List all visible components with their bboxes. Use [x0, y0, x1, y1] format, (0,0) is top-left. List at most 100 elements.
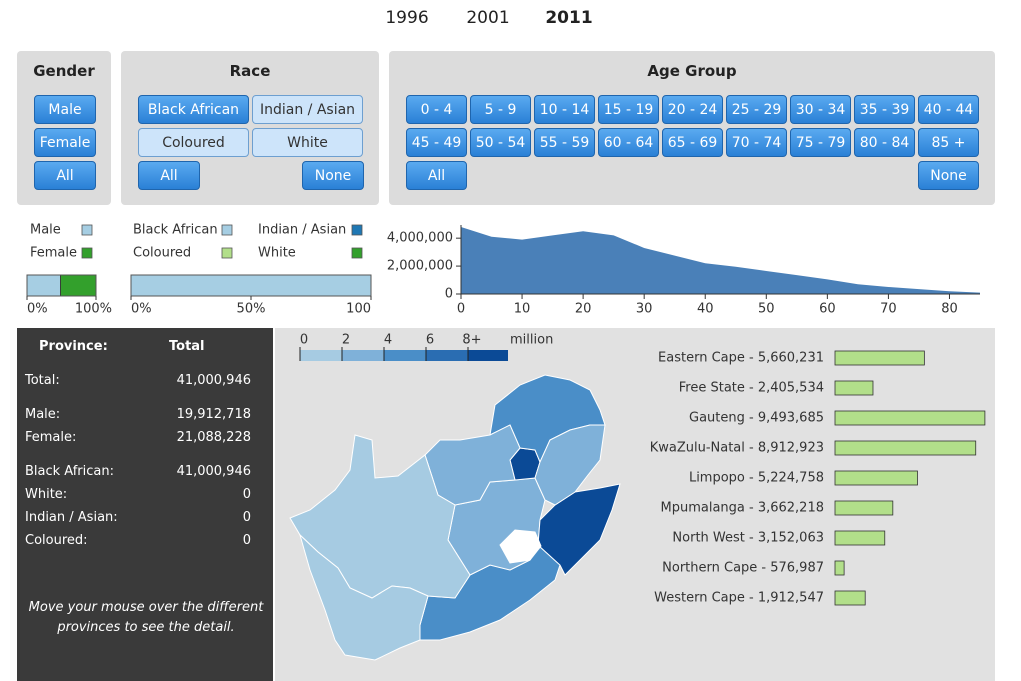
filter-button[interactable]: 5 - 9: [470, 95, 531, 124]
filter-button[interactable]: 80 - 84: [854, 128, 915, 157]
filter-button[interactable]: None: [918, 161, 979, 190]
legend-label: Female: [30, 246, 77, 261]
filter-button[interactable]: All: [138, 161, 200, 190]
filter-title: Gender: [33, 62, 95, 80]
filter-button[interactable]: 50 - 54: [470, 128, 531, 157]
summary-note: Move your mouse over the different provi…: [28, 600, 264, 635]
filter-button[interactable]: All: [34, 161, 96, 190]
filter-button[interactable]: 40 - 44: [918, 95, 979, 124]
summary-value: 0: [242, 533, 251, 548]
filter-button[interactable]: Male: [34, 95, 96, 124]
bar: [834, 440, 977, 456]
summary-value: 41,000,946: [176, 464, 251, 479]
summary-label: Total:: [25, 373, 60, 388]
bar-segment: [60, 274, 97, 297]
x-tick-label: 10: [514, 302, 531, 317]
scale-swatch: [468, 350, 508, 361]
province-label: Limpopo - 5,224,758: [689, 471, 824, 486]
scale-swatch: [300, 350, 342, 361]
filter-button[interactable]: 60 - 64: [598, 128, 659, 157]
province-shape[interactable]: [299, 533, 429, 661]
province-label: Western Cape - 1,912,547: [654, 591, 824, 606]
filter-button[interactable]: 65 - 69: [662, 128, 723, 157]
filter-button[interactable]: 45 - 49: [406, 128, 467, 157]
scale-label: 2: [342, 333, 350, 348]
legend-label: Indian / Asian: [258, 223, 346, 238]
filter-button[interactable]: Indian / Asian: [252, 95, 363, 124]
filter-button[interactable]: 35 - 39: [854, 95, 915, 124]
scale-label: 0: [300, 333, 308, 348]
legend-label: Male: [30, 223, 61, 238]
province-shape[interactable]: [537, 483, 621, 576]
x-tick-label: 70: [880, 302, 897, 317]
filter-button[interactable]: White: [252, 128, 363, 157]
filter-title: Race: [229, 62, 271, 80]
legend-label: Coloured: [133, 246, 191, 261]
legend-swatch: [221, 247, 233, 259]
summary-value: 21,088,228: [176, 430, 251, 445]
scale-label: 4: [384, 333, 392, 348]
bar-segment: [26, 274, 61, 297]
year-tab[interactable]: 2001: [466, 8, 510, 28]
legend-swatch: [81, 224, 93, 236]
legend-swatch: [221, 224, 233, 236]
bar: [834, 530, 886, 546]
bar-outline: [26, 274, 97, 297]
y-tick-label: 0: [445, 287, 453, 302]
x-tick-label: 100: [346, 302, 371, 317]
x-tick-label: 100%: [75, 302, 112, 317]
filter-button[interactable]: Coloured: [138, 128, 249, 157]
summary-panel: Province: Total Total: 41,000,946 Male: 19,91…: [17, 328, 273, 681]
scale-unit: million: [510, 333, 553, 348]
bar: [834, 350, 925, 366]
y-tick-label: 4,000,000: [387, 231, 453, 246]
legend-label: White: [258, 246, 296, 261]
filter-button[interactable]: None: [302, 161, 364, 190]
filter-button[interactable]: 0 - 4: [406, 95, 467, 124]
legend-label: Black African: [133, 223, 218, 238]
x-tick-label: 60: [819, 302, 836, 317]
filter-button[interactable]: 15 - 19: [598, 95, 659, 124]
year-tab[interactable]: 1996: [385, 8, 429, 28]
x-tick-label: 0%: [27, 302, 48, 317]
bar: [834, 500, 894, 516]
scale-swatch: [426, 350, 468, 361]
x-tick-label: 20: [575, 302, 592, 317]
summary-header: Total: [169, 339, 205, 354]
filter-button[interactable]: 25 - 29: [726, 95, 787, 124]
age-area: [461, 227, 980, 294]
summary-label: Male:: [25, 407, 61, 422]
lesotho: [499, 529, 542, 564]
scale-label: 6: [426, 333, 434, 348]
x-tick-label: 30: [636, 302, 653, 317]
filter-title: Age Group: [647, 62, 737, 80]
filter-button[interactable]: 20 - 24: [662, 95, 723, 124]
province-label: North West - 3,152,063: [672, 531, 824, 546]
filter-button[interactable]: 85 +: [918, 128, 979, 157]
x-tick-label: 50: [758, 302, 775, 317]
summary-value: 41,000,946: [176, 373, 251, 388]
filter-button[interactable]: Female: [34, 128, 96, 157]
filter-button[interactable]: 70 - 74: [726, 128, 787, 157]
province-label: Northern Cape - 576,987: [662, 561, 824, 576]
filter-button[interactable]: All: [406, 161, 467, 190]
filter-button[interactable]: 55 - 59: [534, 128, 595, 157]
summary-label: Coloured:: [25, 533, 88, 548]
scale-swatch: [342, 350, 384, 361]
legend-swatch: [351, 224, 363, 236]
year-tab[interactable]: 2011: [545, 8, 593, 28]
filter-button[interactable]: 75 - 79: [790, 128, 851, 157]
scale-swatch: [384, 350, 426, 361]
province-shape[interactable]: [534, 424, 606, 506]
filter-button[interactable]: 10 - 14: [534, 95, 595, 124]
summary-value: 0: [242, 487, 251, 502]
legend-swatch: [351, 247, 363, 259]
filter-button[interactable]: 30 - 34: [790, 95, 851, 124]
summary-label: Female:: [25, 430, 77, 445]
province-label: Eastern Cape - 5,660,231: [658, 351, 824, 366]
summary-value: 19,912,718: [176, 407, 251, 422]
x-tick-label: 40: [697, 302, 714, 317]
filter-button[interactable]: Black African: [138, 95, 249, 124]
province-label: Mpumalanga - 3,662,218: [661, 501, 825, 516]
